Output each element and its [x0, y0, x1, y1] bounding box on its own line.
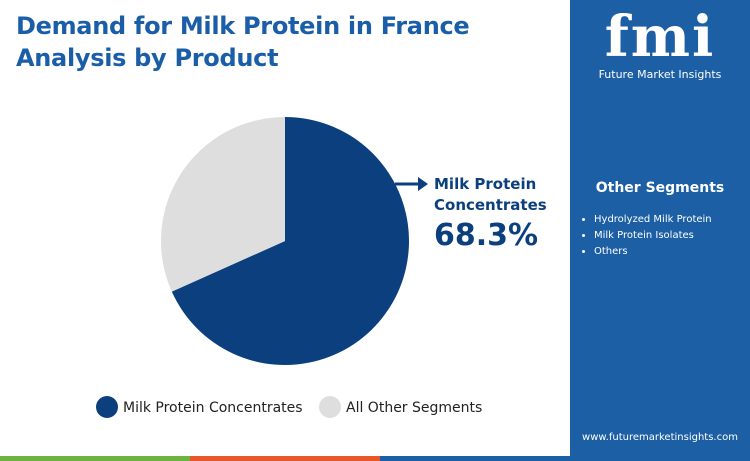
pie-slice — [161, 117, 285, 292]
annotation-value: 68.3% — [434, 218, 539, 253]
chart: Milk Protein Concentrates All Other Segme… — [0, 117, 570, 461]
chart-subtitle: Analysis by Product — [16, 44, 279, 72]
legend-swatch — [96, 396, 118, 418]
footer-stripe — [0, 456, 190, 461]
segments-title: Other Segments — [595, 180, 725, 196]
side-panel: fmi Future Market Insights Other Segment… — [570, 0, 750, 461]
chart-title: Demand for Milk Protein in France — [16, 12, 470, 40]
logo: fmi — [604, 4, 716, 70]
legend-swatch — [319, 396, 341, 418]
segment-item: Others — [594, 244, 712, 260]
footer-stripe — [190, 456, 380, 461]
segment-item: Hydrolyzed Milk Protein — [594, 212, 712, 228]
segments-list: Hydrolyzed Milk ProteinMilk Protein Isol… — [580, 212, 712, 260]
footer-stripe — [380, 456, 570, 461]
brand-name: Future Market Insights — [598, 68, 722, 81]
segment-item: Milk Protein Isolates — [594, 228, 712, 244]
annotation-arrowhead — [418, 177, 428, 191]
website-url: www.futuremarketinsights.com — [582, 432, 738, 443]
legend-label: All Other Segments — [346, 400, 482, 416]
pie-slice — [171, 117, 409, 365]
legend-label: Milk Protein Concentrates — [123, 400, 303, 416]
annotation-label: Milk Protein Concentrates — [434, 175, 547, 214]
